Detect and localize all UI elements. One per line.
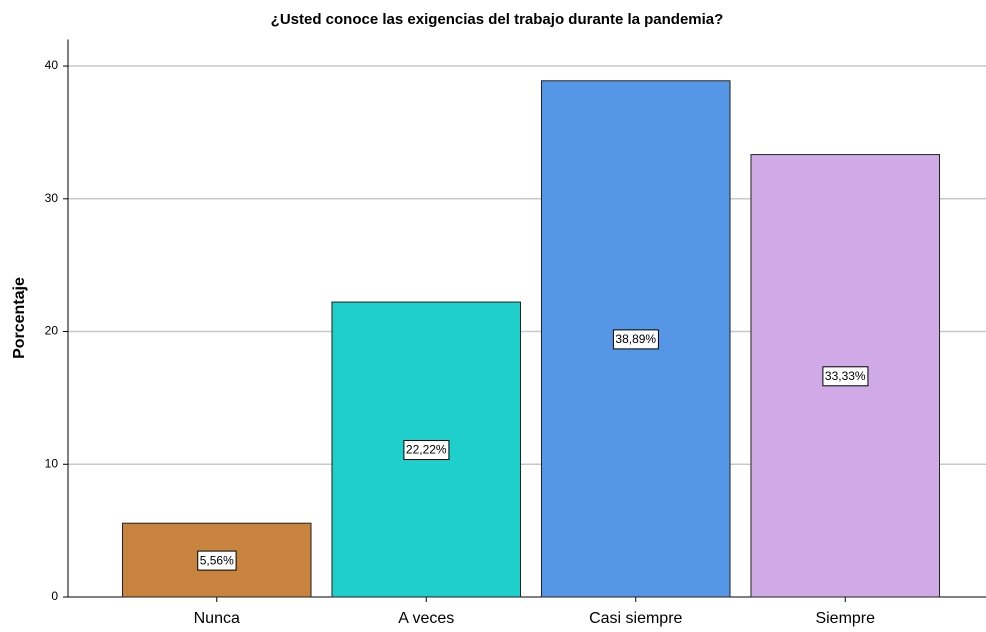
y-tick-label: 10: [45, 456, 59, 470]
value-label-box: [822, 366, 869, 387]
x-tick-label: Nunca: [194, 610, 240, 627]
x-tick-label: Casi siempre: [589, 610, 682, 627]
value-label: 5,56%: [200, 553, 234, 567]
y-tick-label: 20: [45, 324, 59, 338]
y-axis-label: Porcentaje: [11, 277, 28, 359]
value-label: 33,33%: [825, 369, 866, 383]
value-label: 22,22%: [406, 443, 447, 457]
value-label: 38,89%: [615, 332, 656, 346]
y-tick-label: 40: [45, 58, 59, 72]
x-tick-label: Siempre: [815, 610, 875, 627]
value-label-box: [197, 550, 237, 571]
value-label-box: [403, 440, 450, 461]
x-tick-label: A veces: [398, 610, 454, 627]
value-label-box: [612, 329, 659, 350]
y-tick-label: 30: [45, 191, 59, 205]
y-tick-label: 0: [51, 589, 58, 603]
chart-title: ¿Usted conoce las exigencias del trabajo…: [271, 11, 724, 28]
